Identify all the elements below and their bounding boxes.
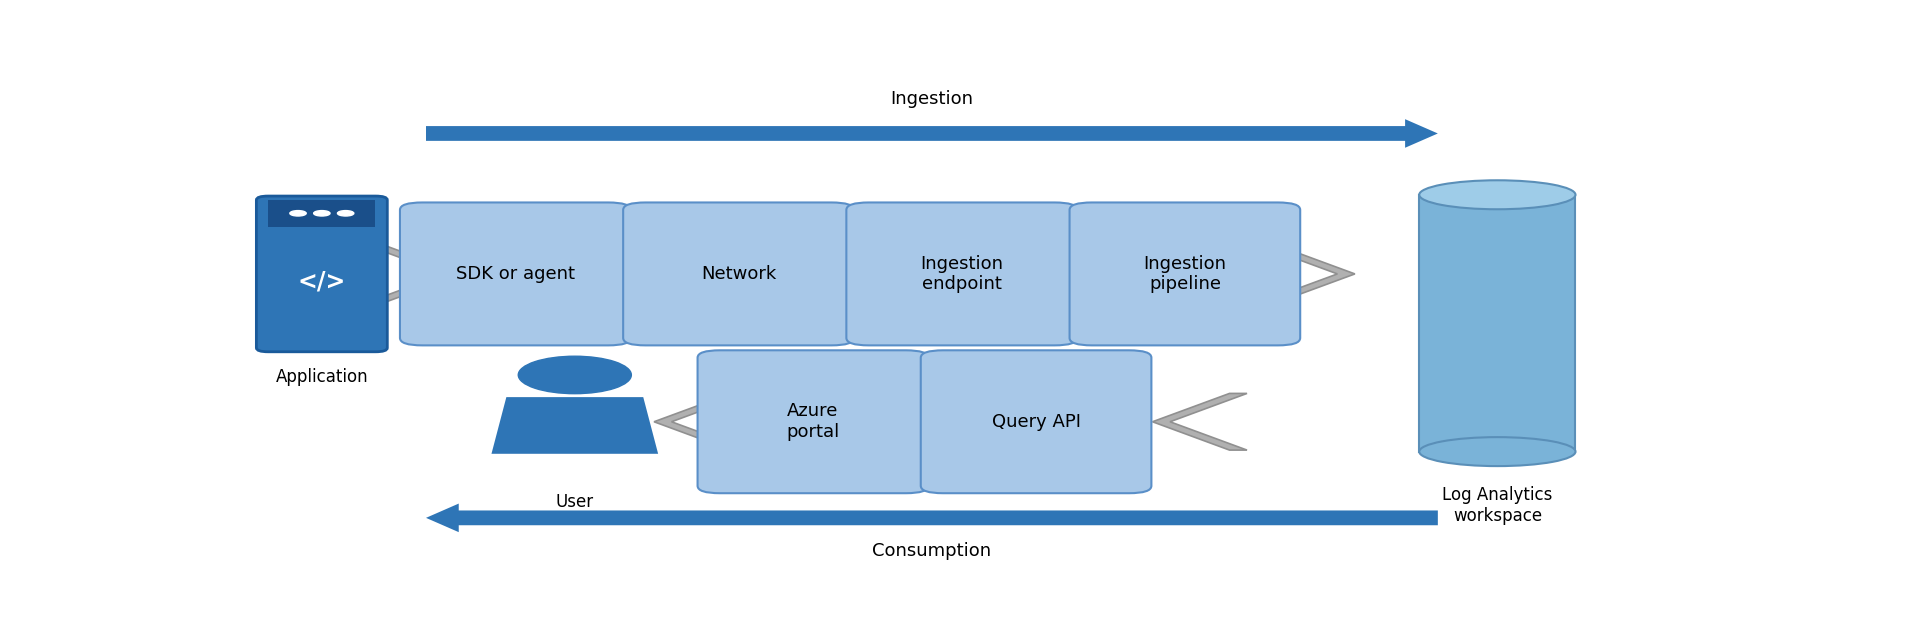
Text: Ingestion
endpoint: Ingestion endpoint — [920, 255, 1002, 293]
Polygon shape — [1260, 246, 1356, 302]
Text: Ingestion: Ingestion — [891, 90, 973, 108]
Text: Log Analytics
workspace: Log Analytics workspace — [1442, 486, 1553, 525]
Circle shape — [338, 211, 353, 216]
Text: User: User — [555, 493, 593, 511]
Polygon shape — [492, 397, 659, 454]
Text: Azure
portal: Azure portal — [787, 403, 839, 441]
FancyBboxPatch shape — [922, 350, 1152, 493]
Circle shape — [518, 356, 632, 394]
Text: Ingestion
pipeline: Ingestion pipeline — [1144, 255, 1227, 293]
Ellipse shape — [1419, 437, 1576, 466]
Polygon shape — [426, 504, 1438, 532]
FancyBboxPatch shape — [697, 350, 927, 493]
Text: Consumption: Consumption — [872, 542, 991, 560]
Text: SDK or agent: SDK or agent — [455, 265, 574, 283]
Ellipse shape — [1419, 180, 1576, 209]
Polygon shape — [1419, 195, 1576, 452]
FancyBboxPatch shape — [257, 196, 388, 352]
FancyBboxPatch shape — [1069, 202, 1300, 346]
FancyBboxPatch shape — [399, 202, 630, 346]
Polygon shape — [1152, 394, 1246, 450]
Text: Query API: Query API — [991, 413, 1081, 431]
Text: Application: Application — [276, 367, 369, 385]
FancyBboxPatch shape — [269, 200, 376, 227]
Circle shape — [313, 211, 330, 216]
Polygon shape — [655, 394, 749, 450]
Polygon shape — [879, 394, 975, 450]
Text: </>: </> — [298, 269, 346, 293]
Circle shape — [290, 211, 305, 216]
Polygon shape — [426, 119, 1438, 148]
Polygon shape — [814, 246, 908, 302]
Polygon shape — [367, 246, 463, 302]
Text: Network: Network — [701, 265, 776, 283]
FancyBboxPatch shape — [624, 202, 854, 346]
Polygon shape — [591, 246, 685, 302]
FancyBboxPatch shape — [847, 202, 1077, 346]
Polygon shape — [1037, 246, 1131, 302]
